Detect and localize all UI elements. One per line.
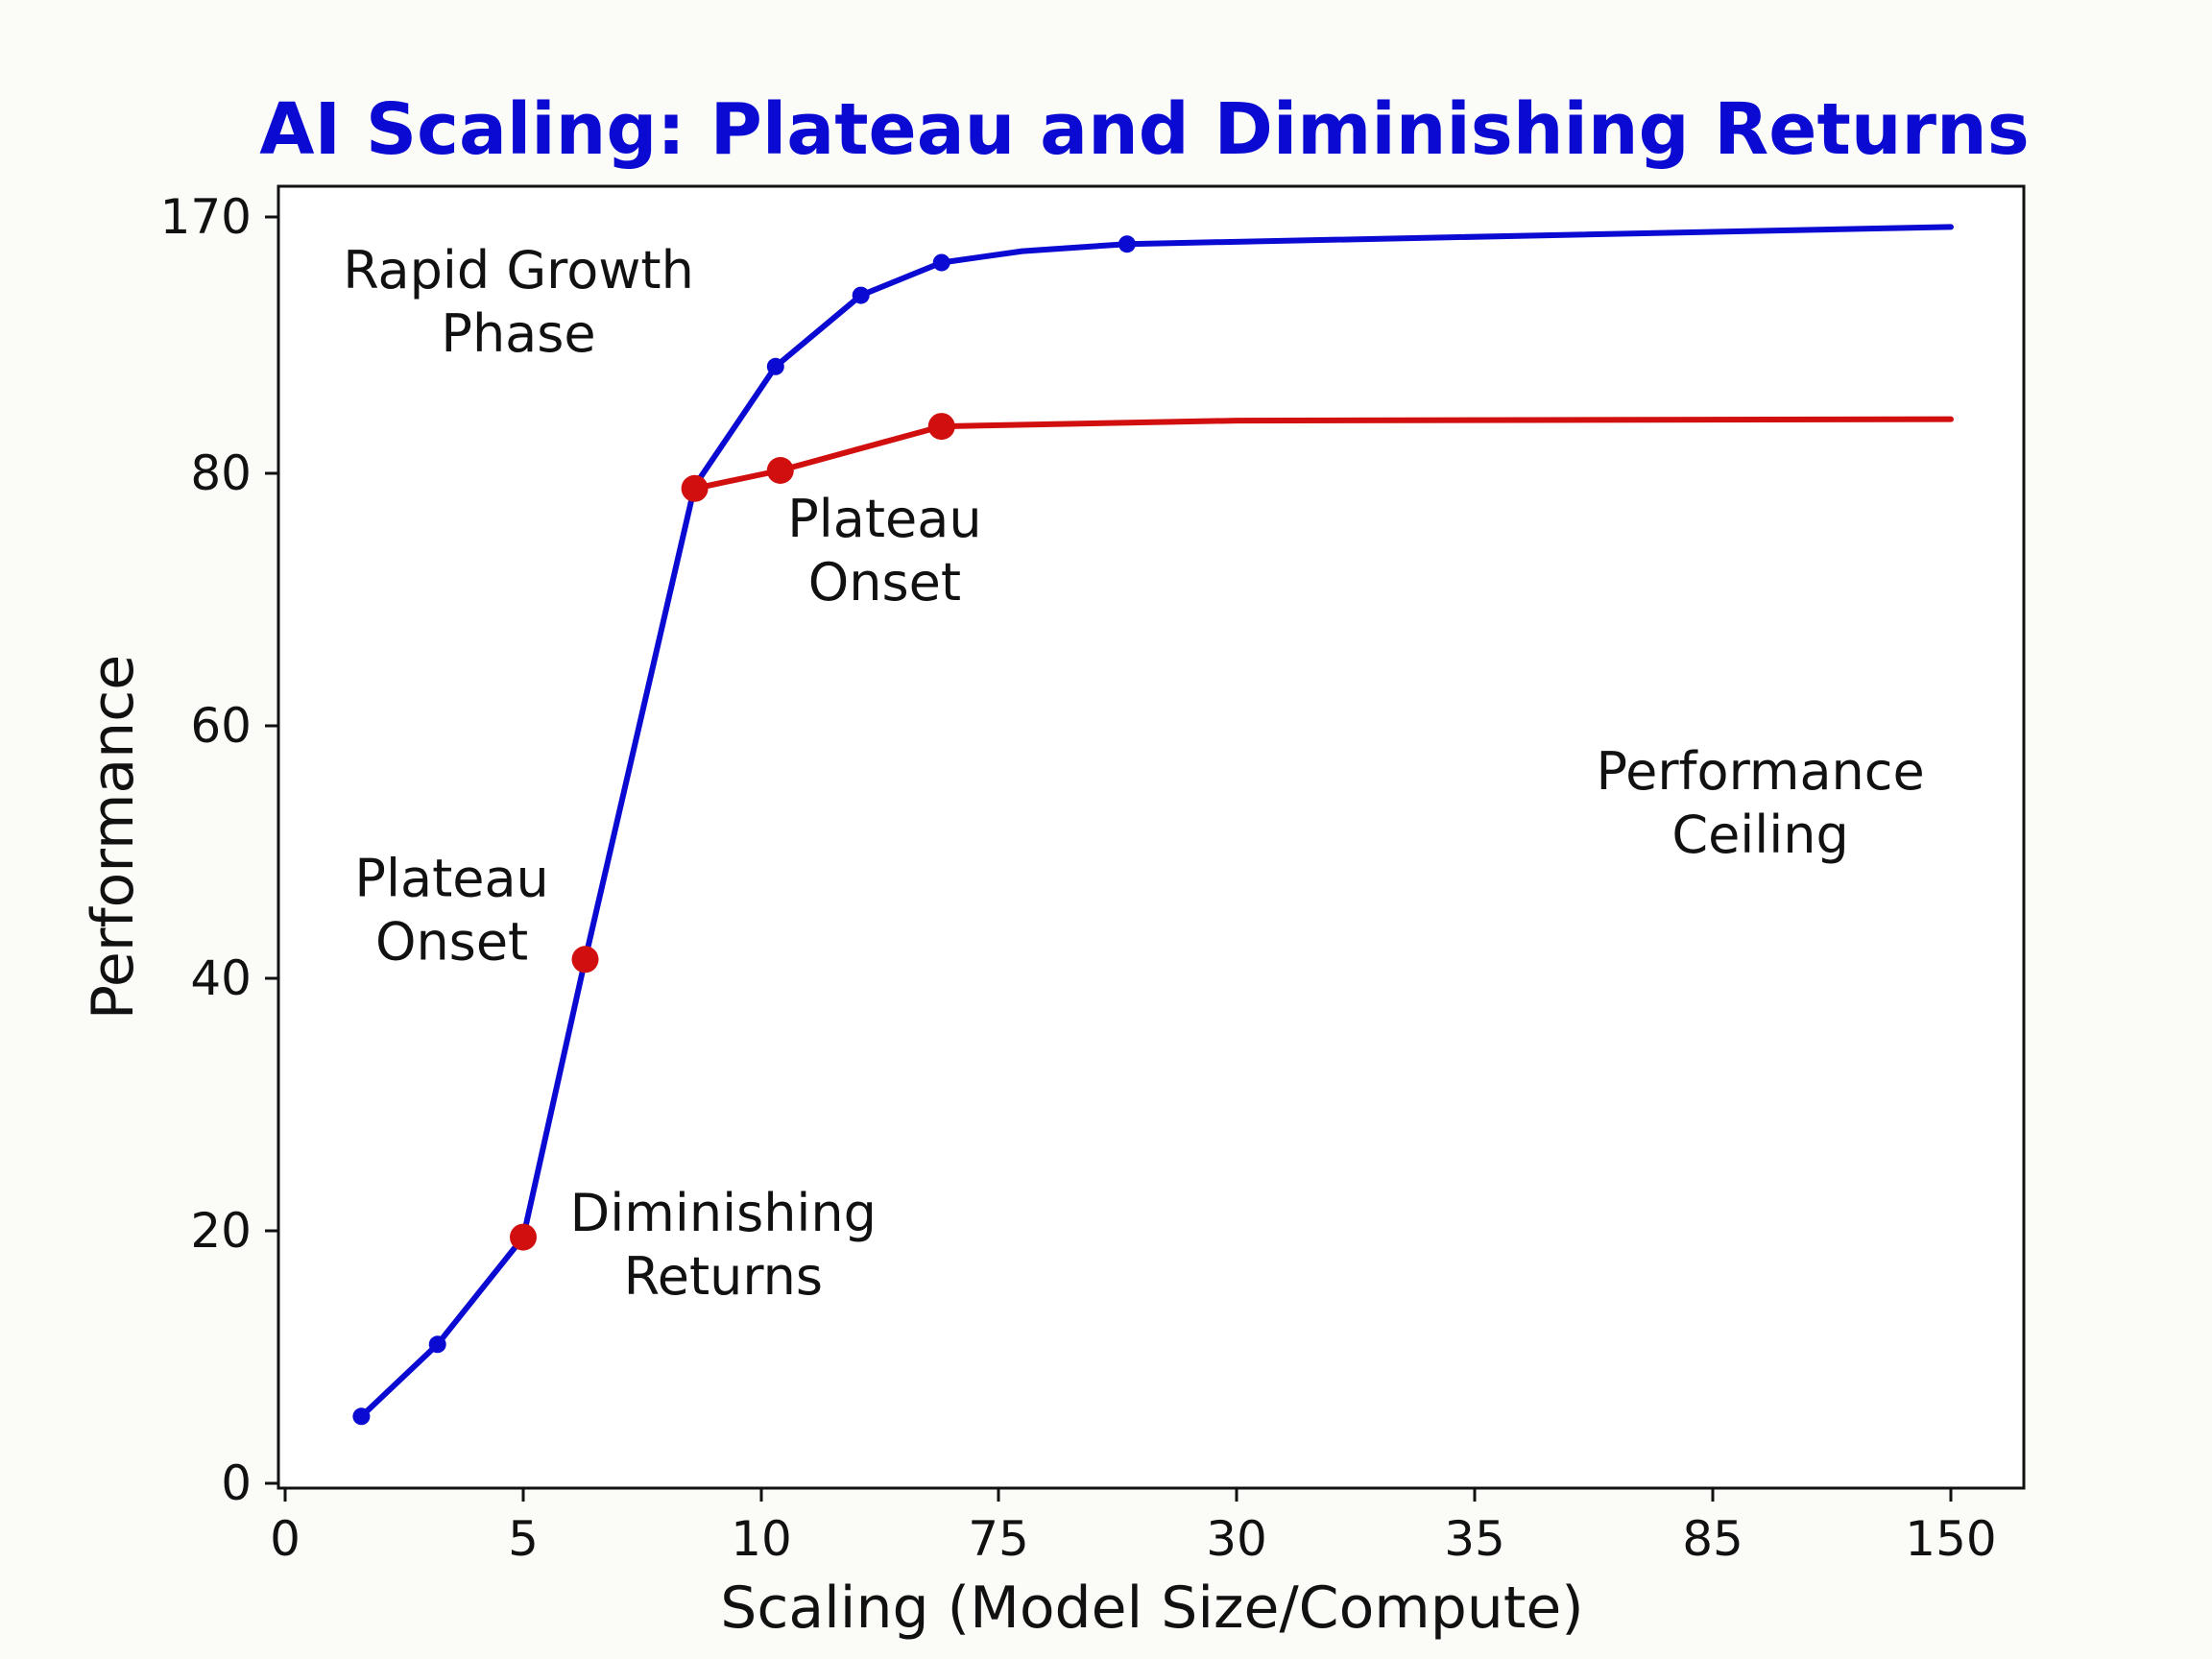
- data-point: [681, 474, 709, 502]
- y-tick-label: 80: [190, 445, 252, 501]
- x-tick-label: 10: [731, 1511, 792, 1567]
- y-axis-label: Performance: [80, 655, 147, 1020]
- data-point: [1118, 235, 1136, 253]
- y-tick-label: 40: [190, 950, 252, 1006]
- y-tick-label: 0: [221, 1455, 252, 1511]
- x-tick-label: 75: [968, 1511, 1029, 1567]
- x-tick-label: 0: [270, 1511, 301, 1567]
- data-point: [428, 1335, 446, 1354]
- series-3: [510, 946, 599, 1251]
- annotation-text: Diminishing Returns: [570, 1183, 877, 1307]
- series-1: [352, 224, 1954, 1426]
- plot-area-frame: [276, 184, 2026, 1490]
- annotation-text: Rapid Growth Phase: [343, 240, 694, 364]
- x-tick-label: 35: [1444, 1511, 1505, 1567]
- annotation-text: Plateau Onset: [354, 849, 548, 973]
- y-tick-label: 20: [190, 1203, 252, 1259]
- data-point: [927, 413, 955, 441]
- data-point: [352, 1407, 371, 1426]
- series-layer: [352, 224, 1954, 1426]
- x-tick-label: 85: [1682, 1511, 1743, 1567]
- x-tick-label: 150: [1905, 1511, 1996, 1567]
- annotation-text: Performance Ceiling: [1596, 741, 1924, 865]
- y-tick-label: 170: [160, 189, 252, 245]
- annotation-text: Plateau Onset: [787, 489, 981, 613]
- data-point: [510, 1223, 537, 1251]
- x-axis-label: Scaling (Model Size/Compute): [720, 1575, 1583, 1642]
- series-2: [681, 413, 1954, 502]
- y-tick-label: 60: [190, 698, 252, 754]
- data-point: [766, 457, 794, 484]
- axis-ticks: 0 5 10 75 30 35 85 150 0 20 40 60 80 170: [160, 189, 1997, 1567]
- data-point: [932, 253, 950, 272]
- x-tick-label: 30: [1206, 1511, 1267, 1567]
- x-tick-label: 5: [508, 1511, 539, 1567]
- data-point: [852, 286, 870, 304]
- data-point: [571, 946, 599, 974]
- data-point: [766, 357, 784, 375]
- annotation-layer: Rapid Growth Phase Plateau Onset Plateau Onse…: [343, 240, 1925, 1307]
- chart-title: AI Scaling: Plateau and Diminishing Retu…: [259, 88, 2030, 171]
